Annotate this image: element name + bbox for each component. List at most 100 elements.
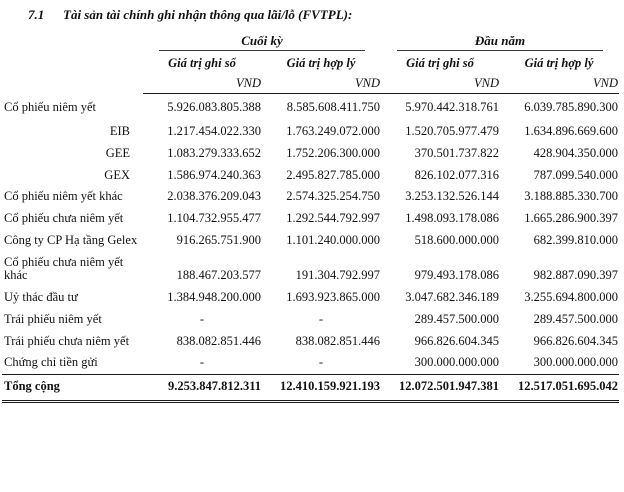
row-value: 6.039.785.890.300 (524, 100, 619, 115)
row-label: Cổ phiếu chưa niêm yết (4, 211, 124, 226)
total-value: 12.517.051.695.042 (500, 374, 620, 403)
row-value: 518.600.000.000 (414, 232, 500, 247)
section-title: Tài sản tài chính ghi nhận thông qua lãi… (63, 7, 353, 22)
row-value: - (199, 311, 205, 326)
group-header-end-of-period-label: Cuối kỳ (159, 33, 366, 51)
table-row: Cổ phiếu chưa niêm yết khác 188.467.203.… (2, 252, 619, 288)
row-value: - (318, 311, 324, 326)
row-label: Uỷ thác đầu tư (4, 290, 78, 305)
row-label: Trái phiếu niêm yết (4, 311, 102, 326)
row-value: 1.217.454.022.330 (167, 124, 261, 139)
empty-header-cell (2, 34, 143, 51)
row-value: 289.457.500.000 (414, 311, 500, 326)
row-value: 428.904.350.000 (533, 145, 619, 160)
total-value: 12.072.501.947.381 (381, 374, 501, 403)
row-value: 916.265.751.900 (176, 232, 261, 247)
row-value: - (318, 355, 324, 370)
table-row: Chứng chỉ tiền gửi - - 300.000.000.000 3… (2, 352, 619, 374)
unit-label: VND (381, 72, 501, 95)
table-row: GEX 1.586.974.240.363 2.495.827.785.000 … (2, 165, 619, 187)
row-value: 370.501.737.822 (414, 145, 500, 160)
group-header-beginning-of-year-label: Đầu năm (397, 33, 604, 51)
row-value: 966.826.604.345 (414, 333, 500, 348)
total-row: Tổng cộng 9.253.847.812.311 12.410.159.9… (2, 374, 620, 403)
group-header-beginning-of-year: Đầu năm (381, 33, 619, 51)
table-row: Công ty CP Hạ tầng Gelex 916.265.751.900… (2, 230, 619, 252)
empty-header-cell (2, 51, 143, 73)
column-header-fair-value-begin: Giá trị hợp lý (524, 55, 594, 70)
row-value: 966.826.604.345 (533, 333, 619, 348)
table-row: Trái phiếu niêm yết - - 289.457.500.000 … (2, 309, 619, 331)
row-value: 2.574.325.254.750 (286, 189, 381, 204)
row-value: 1.752.206.300.000 (286, 145, 381, 160)
row-value: 2.495.827.785.000 (286, 167, 381, 182)
column-header-fair-value-end: Giá trị hợp lý (286, 55, 356, 70)
section-heading: 7.1 Tài sản tài chính ghi nhận thông qua… (2, 7, 619, 23)
row-value: 300.000.000.000 (533, 355, 619, 370)
row-value: 2.038.376.209.043 (167, 189, 261, 204)
row-value: 1.586.974.240.363 (167, 167, 261, 182)
table-row: Cổ phiếu chưa niêm yết 1.104.732.955.477… (2, 208, 619, 230)
row-value: 191.304.792.997 (295, 268, 381, 283)
row-value: 5.926.083.805.388 (167, 100, 261, 115)
row-value: 787.099.540.000 (533, 167, 619, 182)
row-value: 1.498.093.178.086 (405, 211, 500, 226)
row-value: 3.255.694.800.000 (524, 290, 619, 305)
row-label: Cổ phiếu niêm yết khác (4, 189, 123, 204)
row-value: 1.693.923.865.000 (286, 290, 381, 305)
row-label: Cổ phiếu niêm yết (4, 100, 96, 115)
row-label: EIB (109, 124, 130, 139)
column-header-book-value-begin: Giá trị ghi sổ (406, 55, 474, 70)
row-value: 682.399.810.000 (533, 232, 619, 247)
row-value: 188.467.203.577 (176, 268, 261, 283)
row-label: GEE (105, 145, 130, 160)
group-header-end-of-period: Cuối kỳ (143, 33, 381, 51)
row-value: 979.493.178.086 (414, 268, 500, 283)
row-value: 8.585.608.411.750 (286, 100, 381, 115)
row-value: 1.634.896.669.600 (524, 124, 619, 139)
row-label: Cổ phiếu chưa niêm yết khác (4, 254, 124, 283)
row-value: 3.047.682.346.189 (405, 290, 500, 305)
row-value: 1.384.948.200.000 (167, 290, 261, 305)
row-value: 1.083.279.333.652 (167, 145, 261, 160)
row-value: 1.665.286.900.397 (524, 211, 619, 226)
table-body: Cổ phiếu niêm yết 5.926.083.805.388 8.58… (2, 94, 619, 375)
unit-label: VND (500, 72, 620, 95)
row-value: 300.000.000.000 (414, 355, 500, 370)
row-label: Trái phiếu chưa niêm yết (4, 333, 130, 348)
row-value: 1.101.240.000.000 (286, 232, 381, 247)
table-row: Trái phiếu chưa niêm yết 838.082.851.446… (2, 331, 619, 353)
table-row: GEE 1.083.279.333.652 1.752.206.300.000 … (2, 143, 619, 165)
table-row: EIB 1.217.454.022.330 1.763.249.072.000 … (2, 121, 619, 143)
table-row: Uỷ thác đầu tư 1.384.948.200.000 1.693.9… (2, 287, 619, 309)
total-value: 9.253.847.812.311 (143, 374, 262, 403)
row-value: - (199, 355, 205, 370)
empty-header-cell (2, 73, 143, 94)
row-value: 5.970.442.318.761 (405, 100, 500, 115)
row-label: GEX (104, 167, 130, 182)
row-value: 1.292.544.792.997 (286, 211, 381, 226)
fvtpl-table: Cuối kỳ Đầu năm Giá trị ghi sổ Giá trị h… (2, 33, 620, 403)
row-value: 982.887.090.397 (533, 268, 619, 283)
column-header-book-value-end: Giá trị ghi sổ (168, 55, 236, 70)
row-value: 3.188.885.330.700 (524, 189, 619, 204)
row-value: 1.763.249.072.000 (286, 124, 381, 139)
row-value: 3.253.132.526.144 (405, 189, 500, 204)
unit-row: VND VND VND VND (2, 72, 620, 95)
row-value: 289.457.500.000 (533, 311, 619, 326)
financial-note-page: 7.1 Tài sản tài chính ghi nhận thông qua… (2, 7, 620, 403)
period-group-header-row: Cuối kỳ Đầu năm (2, 33, 619, 51)
row-value: 838.082.851.446 (176, 333, 261, 348)
column-header-row: Giá trị ghi sổ Giá trị hợp lý Giá trị gh… (2, 51, 619, 73)
row-value: 838.082.851.446 (295, 333, 381, 348)
row-value: 1.520.705.977.479 (405, 124, 500, 139)
table-row: Cổ phiếu niêm yết 5.926.083.805.388 8.58… (2, 94, 619, 121)
row-value: 826.102.077.316 (414, 167, 500, 182)
row-value: 1.104.732.955.477 (167, 211, 261, 226)
table-row: Cổ phiếu niêm yết khác 2.038.376.209.043… (2, 186, 619, 208)
total-value: 12.410.159.921.193 (262, 374, 382, 403)
total-label: Tổng cộng (2, 374, 143, 403)
unit-label: VND (143, 72, 262, 95)
section-number: 7.1 (28, 7, 45, 22)
row-label: Chứng chỉ tiền gửi (4, 355, 98, 370)
